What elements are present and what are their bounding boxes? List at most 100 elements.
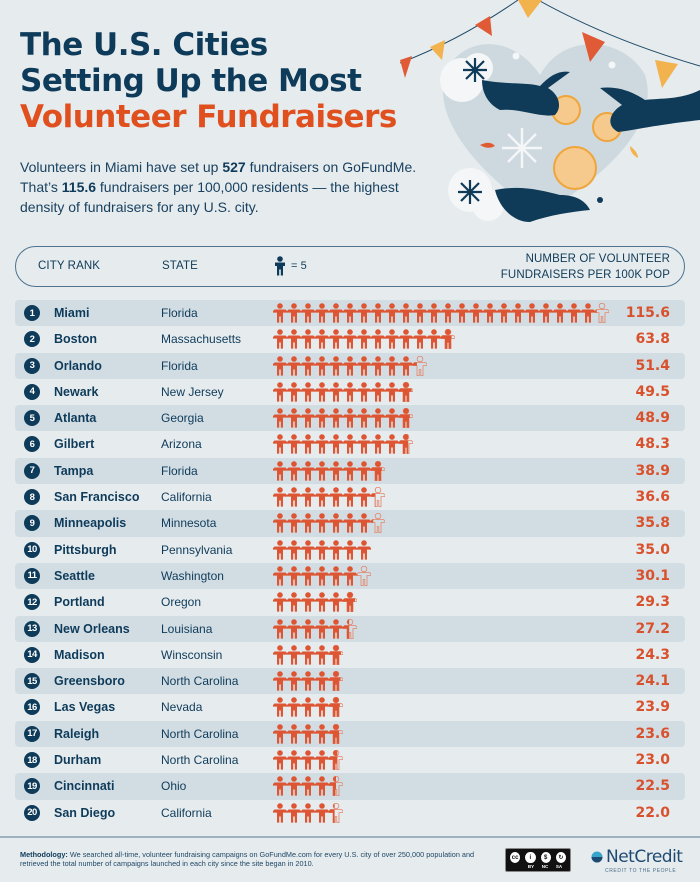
- table-row: 14 Madison Winsconsin 24.3: [15, 642, 685, 668]
- pictogram-bar: [273, 592, 357, 613]
- table-row: 9 Minneapolis Minnesota 35.8: [15, 510, 685, 537]
- state-name: Georgia: [161, 411, 204, 426]
- person-icon: [399, 408, 413, 429]
- fundraisers-per-100k-value: 38.9: [635, 462, 670, 479]
- pictogram-bar: [273, 408, 413, 429]
- city-name: Madison: [54, 647, 105, 662]
- pictogram-bar: [273, 381, 413, 402]
- fundraisers-per-100k-value: 36.6: [635, 489, 670, 506]
- intro-text-part: density of fundraisers for any U.S. city…: [20, 199, 259, 215]
- person-icon: [329, 723, 343, 744]
- state-name: Louisiana: [161, 621, 213, 636]
- pictogram-bar: [273, 434, 413, 455]
- person-icon: [329, 487, 343, 507]
- person-icon: [273, 539, 287, 560]
- city-name: Newark: [54, 384, 99, 399]
- rank-badge: 18: [24, 752, 40, 769]
- state-name: Florida: [161, 463, 198, 478]
- title-line-3: Volunteer Fundraisers: [20, 99, 397, 135]
- table-row: 5 Atlanta Georgia 48.9: [15, 405, 685, 432]
- state-name: Minnesota: [161, 516, 217, 531]
- person-icon: [301, 723, 315, 744]
- methodology-text: We searched all-time, volunteer fundrais…: [20, 850, 475, 868]
- person-icon: [343, 566, 357, 586]
- netcredit-logo[interactable]: NetCredit CREDIT TO THE PEOPLE: [591, 847, 683, 874]
- person-icon: [357, 303, 371, 323]
- person-icon: [553, 303, 567, 323]
- column-header-state: State: [162, 260, 198, 272]
- fundraisers-per-100k-value: 23.6: [635, 725, 670, 742]
- person-icon: [329, 382, 343, 402]
- intro-text-part: fundraisers per 100,000 residents — the …: [96, 179, 399, 195]
- person-icon: [301, 645, 315, 665]
- person-icon: [287, 645, 301, 665]
- table-row: 19 Cincinnati Ohio 22.5: [15, 773, 685, 800]
- pictogram-bar: [273, 329, 455, 350]
- person-icon: [287, 697, 301, 718]
- pictogram-bar: [273, 539, 371, 560]
- person-icon: [343, 303, 357, 323]
- table-row: 15 Greensboro North Carolina 24.1: [15, 668, 685, 695]
- city-name: Durham: [54, 753, 102, 768]
- person-icon: [329, 566, 343, 586]
- rank-badge: 1: [24, 305, 40, 321]
- fundraisers-per-100k-value: 63.8: [635, 331, 670, 348]
- person-icon: [497, 303, 511, 323]
- state-name: Nevada: [161, 700, 203, 715]
- fundraisers-per-100k-value: 35.8: [635, 515, 670, 532]
- person-icon: [329, 408, 343, 428]
- person-icon: [275, 256, 285, 276]
- table-row: 20 San Diego California 22.0: [15, 800, 685, 826]
- person-icon: [315, 776, 329, 796]
- methodology-note: Methodology: We searched all-time, volun…: [20, 850, 490, 868]
- legend: = 5: [273, 254, 307, 278]
- fundraisers-per-100k-value: 22.5: [635, 778, 670, 795]
- person-icon: [301, 802, 315, 823]
- pictogram-bar: [273, 618, 357, 639]
- city-name: Minneapolis: [54, 516, 127, 531]
- person-icon: [567, 303, 581, 323]
- person-icon: [301, 539, 315, 560]
- person-icon: [357, 513, 371, 533]
- person-icon: [343, 592, 357, 613]
- person-icon: [329, 618, 343, 639]
- table-row: 10 Pittsburgh Pennsylvania 35.0: [15, 537, 685, 563]
- person-icon: [287, 618, 301, 639]
- person-icon: [329, 513, 343, 533]
- city-name: Las Vegas: [54, 700, 116, 715]
- person-icon: [287, 382, 301, 402]
- creative-commons-badge[interactable]: cc i $ ↻ BY NC SA: [505, 848, 571, 872]
- person-icon: [287, 355, 301, 376]
- pictogram-bar: [273, 802, 343, 823]
- person-icon: [329, 303, 343, 323]
- cc-icon: cc: [509, 851, 522, 864]
- fundraisers-per-100k-value: 24.1: [635, 673, 670, 690]
- person-icon: [413, 355, 427, 376]
- person-icon: [343, 408, 357, 428]
- state-name: Florida: [161, 358, 198, 373]
- fundraisers-per-100k-value: 24.3: [635, 646, 670, 663]
- city-name: New Orleans: [54, 621, 130, 636]
- person-icon: [343, 513, 357, 533]
- person-icon: [273, 750, 287, 770]
- person-icon: [301, 750, 315, 770]
- person-icon: [539, 303, 553, 323]
- person-icon: [273, 592, 287, 612]
- table-row: 12 Portland Oregon 29.3: [15, 589, 685, 615]
- person-icon: [385, 329, 399, 349]
- person-icon: [343, 382, 357, 402]
- column-header-city-rank: City Rank: [38, 260, 101, 272]
- city-name: Cincinnati: [54, 779, 115, 794]
- pictogram-bar: [273, 303, 609, 323]
- hands-coins-heart-illustration: [400, 0, 700, 222]
- noncommercial-icon: $: [539, 851, 552, 864]
- person-icon: [357, 460, 371, 481]
- person-icon: [273, 723, 287, 744]
- state-name: California: [161, 805, 212, 820]
- person-icon: [287, 776, 301, 796]
- rank-badge: 14: [24, 646, 40, 663]
- person-icon: [343, 434, 357, 455]
- table-row: 4 Newark New Jersey 49.5: [15, 379, 685, 405]
- intro-text: Volunteers in Miami have set up 527 fund…: [20, 157, 420, 217]
- rank-badge: 7: [24, 462, 40, 479]
